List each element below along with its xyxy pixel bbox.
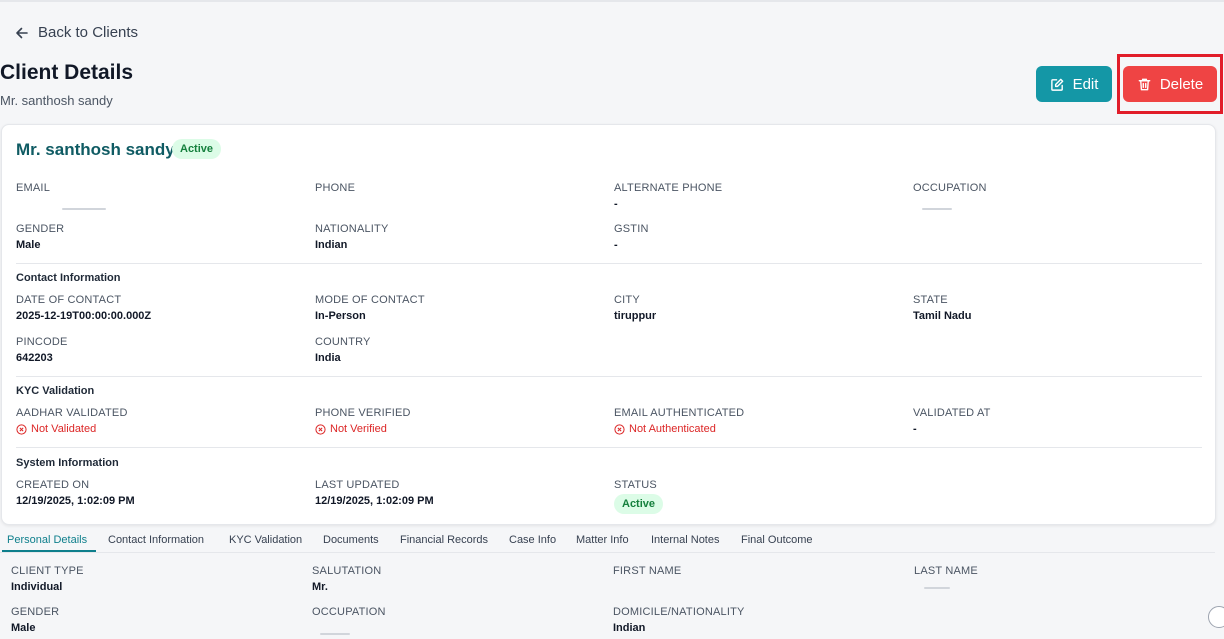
email-auth-label: EMAIL AUTHENTICATED: [614, 407, 745, 419]
page-subtitle: Mr. santhosh sandy: [0, 93, 113, 108]
email-auth-value-text: Not Authenticated: [629, 423, 716, 435]
back-to-clients-link[interactable]: Back to Clients: [14, 24, 138, 41]
city-value: tiruppur: [614, 310, 657, 322]
divider: [16, 376, 1202, 377]
first-name-label: FIRST NAME: [613, 565, 682, 577]
state-label: STATE: [913, 294, 948, 306]
tab-contact-information[interactable]: Contact Information: [108, 534, 204, 546]
validated-at-label: VALIDATED AT: [913, 407, 991, 419]
mode-of-contact-label: MODE OF CONTACT: [315, 294, 425, 306]
nationality-label: NATIONALITY: [315, 223, 389, 235]
occupation-label: OCCUPATION: [913, 182, 987, 194]
alt-phone-label: ALTERNATE PHONE: [614, 182, 723, 194]
divider: [16, 447, 1202, 448]
client-type-value: Individual: [11, 581, 63, 593]
occupation-value-redacted: [320, 633, 350, 635]
occupation-value-redacted: [922, 208, 952, 210]
tab-final-outcome[interactable]: Final Outcome: [741, 534, 813, 546]
aadhar-value-text: Not Validated: [31, 423, 97, 435]
validated-at-value: -: [913, 423, 917, 435]
email-label: EMAIL: [16, 182, 51, 194]
domicile-value: Indian: [613, 622, 646, 634]
status-value-badge: Active: [614, 494, 664, 514]
back-label: Back to Clients: [38, 24, 139, 41]
salutation-value: Mr.: [312, 581, 328, 593]
last-name-label: LAST NAME: [914, 565, 978, 577]
x-circle-icon: [16, 423, 27, 435]
tab-documents[interactable]: Documents: [323, 534, 379, 546]
edit-label: Edit: [1072, 75, 1099, 93]
last-updated-label: LAST UPDATED: [315, 479, 400, 491]
domicile-label: DOMICILE/NATIONALITY: [613, 606, 745, 618]
client-summary-card: Mr. santhosh sandy Active EMAIL PHONE AL…: [1, 124, 1216, 525]
divider: [16, 263, 1202, 264]
gstin-value: -: [614, 239, 618, 251]
date-of-contact-value: 2025-12-19T00:00:00.000Z: [16, 310, 152, 322]
date-of-contact-label: DATE OF CONTACT: [16, 294, 122, 306]
last-name-value-redacted: [924, 587, 950, 589]
status-badge: Active: [172, 139, 222, 159]
phone-verified-label: PHONE VERIFIED: [315, 407, 411, 419]
salutation-label: SALUTATION: [312, 565, 382, 577]
delete-label: Delete: [1159, 75, 1204, 93]
tab-personal-details[interactable]: Personal Details: [7, 534, 88, 546]
phone-verified-value: Not Verified: [315, 423, 387, 435]
city-label: CITY: [614, 294, 640, 306]
phone-verified-value-text: Not Verified: [330, 423, 387, 435]
top-border: [0, 0, 1224, 2]
x-circle-icon: [315, 423, 326, 435]
system-section-title: System Information: [16, 457, 119, 469]
gstin-label: GSTIN: [614, 223, 649, 235]
email-auth-value: Not Authenticated: [614, 423, 716, 435]
gender-label: GENDER: [11, 606, 60, 618]
gender-value: Male: [16, 239, 41, 251]
mode-of-contact-value: In-Person: [315, 310, 366, 322]
tab-kyc-validation[interactable]: KYC Validation: [229, 534, 303, 546]
status-label: STATUS: [614, 479, 657, 491]
kyc-section-title: KYC Validation: [16, 385, 95, 397]
delete-button[interactable]: Delete: [1123, 66, 1217, 102]
aadhar-label: AADHAR VALIDATED: [16, 407, 128, 419]
created-on-label: CREATED ON: [16, 479, 90, 491]
x-circle-icon: [614, 423, 625, 435]
tab-case-info[interactable]: Case Info: [509, 534, 557, 546]
arrow-left-icon: [16, 27, 28, 38]
aadhar-value: Not Validated: [16, 423, 96, 435]
state-value: Tamil Nadu: [913, 310, 972, 322]
contact-section-title: Contact Information: [16, 272, 121, 284]
edit-icon: [1050, 78, 1063, 91]
nationality-value: Indian: [315, 239, 348, 251]
active-tab-indicator: [2, 550, 96, 552]
tab-matter-info[interactable]: Matter Info: [576, 534, 629, 546]
floating-help-button[interactable]: [1208, 606, 1224, 628]
country-label: COUNTRY: [315, 336, 371, 348]
pincode-value: 642203: [16, 352, 53, 364]
edit-button[interactable]: Edit: [1036, 66, 1112, 102]
pincode-label: PINCODE: [16, 336, 68, 348]
page-title: Client Details: [0, 61, 134, 84]
phone-label: PHONE: [315, 182, 356, 194]
tab-financial-records[interactable]: Financial Records: [400, 534, 489, 546]
tab-internal-notes[interactable]: Internal Notes: [651, 534, 720, 546]
gender-value: Male: [11, 622, 36, 634]
created-on-value: 12/19/2025, 1:02:09 PM: [16, 495, 135, 507]
trash-icon: [1138, 78, 1151, 90]
client-name: Mr. santhosh sandy: [16, 140, 175, 159]
last-updated-value: 12/19/2025, 1:02:09 PM: [315, 495, 434, 507]
occupation-label: OCCUPATION: [312, 606, 386, 618]
gender-label: GENDER: [16, 223, 65, 235]
alt-phone-value: -: [614, 198, 618, 210]
detail-tabs: Personal Details Contact Information KYC…: [0, 530, 1215, 553]
client-type-label: CLIENT TYPE: [11, 565, 84, 577]
country-value: India: [315, 352, 341, 364]
email-value-redacted: [62, 208, 106, 210]
